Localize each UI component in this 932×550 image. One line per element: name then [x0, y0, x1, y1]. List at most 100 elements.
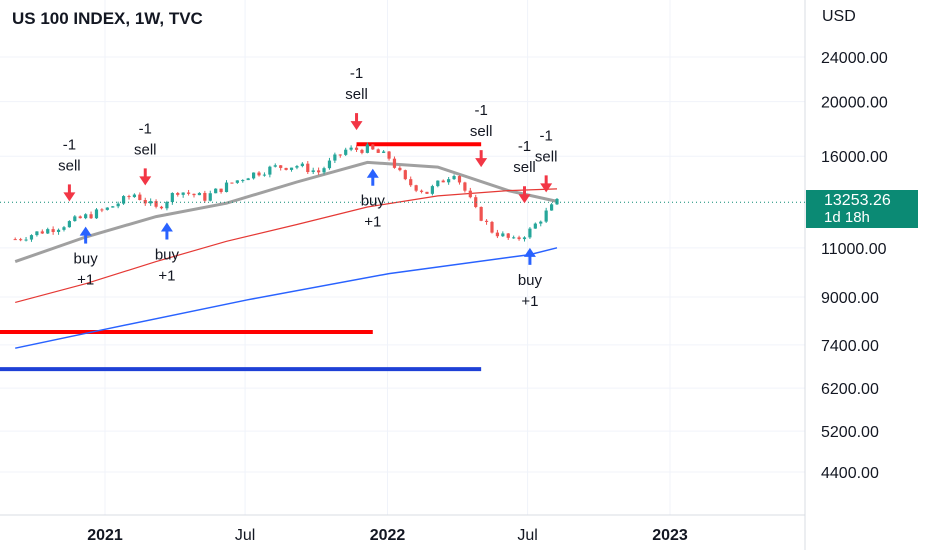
candle-body	[89, 214, 93, 219]
sell-arrow-icon	[518, 194, 531, 204]
candle-body	[419, 190, 424, 192]
candle-body	[284, 167, 288, 170]
sell-signal-label: -1	[518, 138, 531, 155]
buy-signal-label: +1	[364, 214, 381, 231]
candle-body	[138, 194, 142, 201]
buy-signal-label: buy	[74, 251, 99, 268]
candle-body	[94, 209, 99, 219]
candle-body	[230, 182, 234, 184]
sell-signal-label: sell	[58, 157, 81, 174]
candle-body	[279, 165, 283, 168]
candle-body	[132, 194, 137, 198]
sell-arrow-icon	[475, 158, 488, 168]
time-tick-label: 2022	[370, 527, 406, 544]
candle-body	[322, 168, 326, 173]
price-tick-label: 6200.00	[821, 381, 879, 398]
candle-body	[528, 228, 532, 238]
candle-body	[371, 144, 375, 150]
candle-body	[430, 186, 434, 194]
sell-signal-label: -1	[474, 102, 487, 119]
candle-body	[273, 165, 277, 167]
candle-body	[149, 201, 153, 204]
candle-body	[555, 198, 559, 205]
price-tick-label: 24000.00	[821, 50, 888, 67]
candle-body	[203, 192, 207, 201]
candle-body	[257, 172, 261, 176]
candle-body	[252, 172, 256, 179]
time-tick-label: Jul	[235, 527, 255, 544]
candle-body	[457, 176, 462, 183]
candle-body	[441, 180, 445, 183]
price-tick-label: 9000.00	[821, 290, 879, 307]
candle-body	[447, 179, 451, 183]
candle-body	[354, 147, 359, 150]
price-tick-label: 16000.00	[821, 149, 888, 166]
candle-body	[73, 216, 77, 222]
candle-body	[19, 239, 23, 241]
candle-body	[214, 188, 218, 194]
candle-body	[468, 190, 472, 198]
candle-body	[338, 154, 342, 156]
candle-body	[360, 149, 364, 153]
candle-body	[392, 158, 397, 168]
candle-body	[105, 207, 109, 210]
candle-body	[62, 227, 66, 230]
candle-body	[116, 203, 120, 207]
buy-signal-label: +1	[521, 293, 538, 310]
candle-body	[197, 192, 202, 196]
moving-average-line	[14, 160, 558, 264]
candle-body	[262, 174, 267, 176]
sell-arrow-icon	[540, 183, 553, 193]
candle-body	[67, 221, 71, 228]
candle-body	[165, 202, 169, 209]
buy-arrow-icon	[523, 247, 536, 257]
sell-signal-label: sell	[513, 159, 536, 176]
sell-signal-label: sell	[535, 148, 558, 165]
sell-signal-label: sell	[134, 141, 157, 158]
moving-average-line	[15, 188, 558, 303]
candle-body	[300, 163, 304, 167]
candle-body	[349, 147, 353, 150]
candle-body	[111, 206, 115, 208]
bar-countdown: 1d 18h	[824, 209, 870, 226]
last-price-value: 13253.26	[824, 192, 891, 209]
candle-body	[539, 221, 543, 224]
candle-body	[46, 229, 50, 234]
candle-body	[78, 216, 82, 219]
candle-body	[506, 233, 510, 238]
candle-body	[224, 182, 229, 193]
candle-body	[176, 193, 180, 195]
candle-body	[181, 192, 185, 195]
candle-body	[474, 197, 478, 207]
candle-body	[268, 166, 272, 175]
candle-body	[143, 200, 147, 204]
sell-signal-label: -1	[350, 65, 363, 82]
chart-title: US 100 INDEX, 1W, TVC	[12, 9, 203, 28]
candle-body	[495, 232, 500, 237]
candle-body	[365, 144, 369, 153]
candle-body	[289, 167, 294, 170]
candle-body	[127, 196, 131, 198]
candle-body	[24, 239, 28, 241]
candle-body	[436, 180, 440, 187]
candle-body	[517, 237, 521, 240]
candle-body	[387, 151, 391, 159]
price-tick-label: 5200.00	[821, 424, 879, 441]
buy-arrow-icon	[79, 226, 92, 236]
time-tick-label: Jul	[517, 527, 537, 544]
candle-body	[512, 237, 516, 239]
buy-signal-label: +1	[158, 268, 175, 285]
candle-body	[522, 237, 527, 240]
sell-signal-label: -1	[63, 136, 76, 153]
candle-body	[235, 180, 239, 183]
candle-body	[382, 151, 386, 153]
candle-body	[544, 210, 548, 222]
sell-signal-label: sell	[345, 86, 368, 103]
candle-body	[121, 196, 126, 204]
candle-body	[100, 209, 104, 211]
buy-arrow-icon	[366, 168, 379, 178]
candle-body	[35, 231, 39, 236]
time-tick-label: 2021	[87, 527, 123, 544]
